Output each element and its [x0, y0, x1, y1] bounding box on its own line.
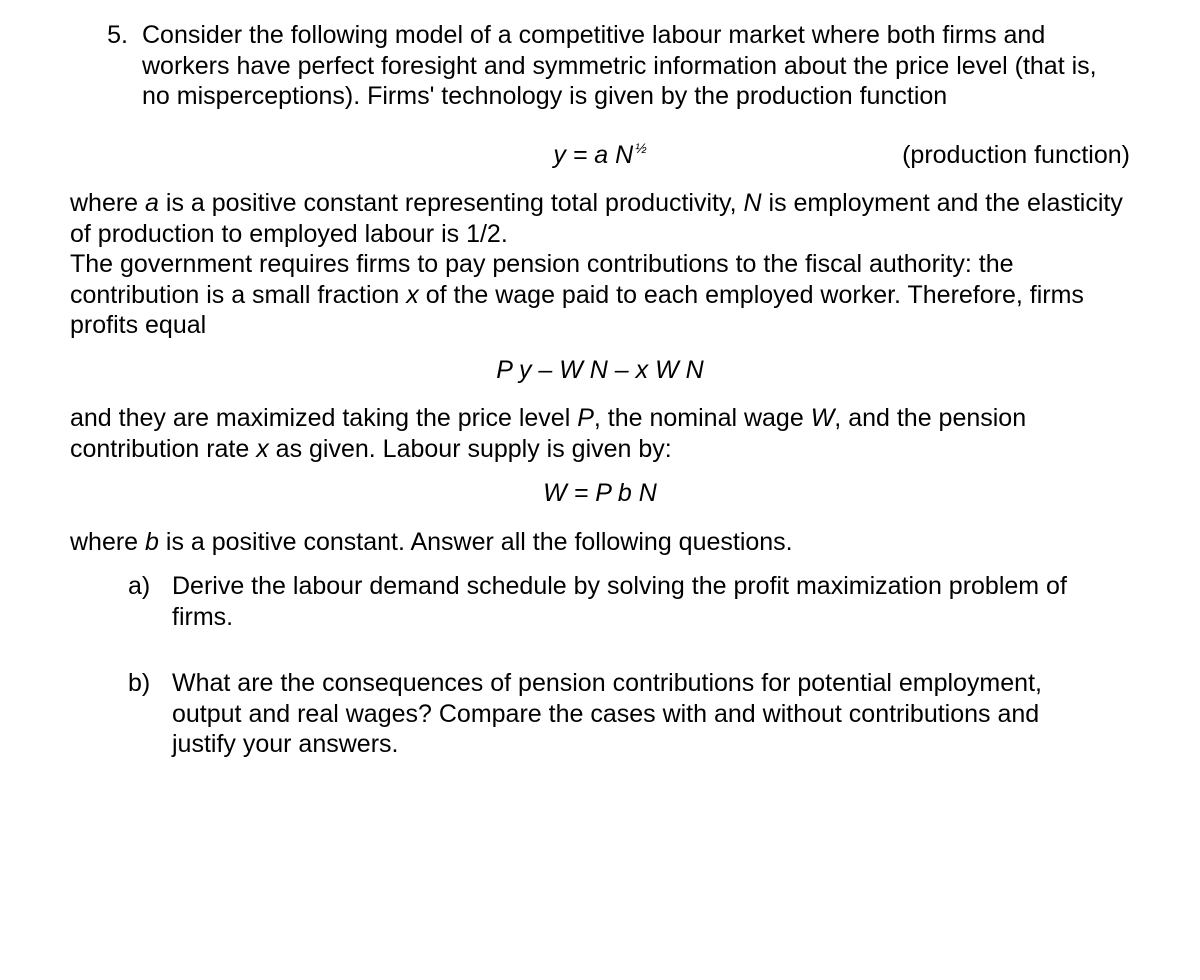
- subquestion-a-label: a): [128, 571, 172, 602]
- subquestion-b: b) What are the consequences of pension …: [70, 668, 1130, 760]
- eq1-label: (production function): [902, 140, 1130, 171]
- equation-labour-supply: W = P b N: [70, 478, 1130, 509]
- paragraph-definitions: where a is a positive constant represent…: [70, 188, 1130, 341]
- question-intro: Consider the following model of a compet…: [142, 20, 1130, 112]
- eq1-expr: y = a N½: [553, 141, 646, 169]
- question-number: 5.: [70, 20, 142, 51]
- question-row: 5. Consider the following model of a com…: [70, 20, 1130, 112]
- equation-profit: P y – W N – x W N: [70, 355, 1130, 386]
- subquestion-b-label: b): [128, 668, 172, 699]
- paragraph-constant-b: where b is a positive constant. Answer a…: [70, 527, 1130, 558]
- document-page: 5. Consider the following model of a com…: [0, 0, 1200, 816]
- subquestion-b-text: What are the consequences of pension con…: [172, 668, 1130, 760]
- subquestion-a: a) Derive the labour demand schedule by …: [70, 571, 1130, 632]
- equation-production-function: y = a N½ (production function): [70, 140, 1130, 171]
- subquestion-a-text: Derive the labour demand schedule by sol…: [172, 571, 1130, 632]
- paragraph-maximization: and they are maximized taking the price …: [70, 403, 1130, 464]
